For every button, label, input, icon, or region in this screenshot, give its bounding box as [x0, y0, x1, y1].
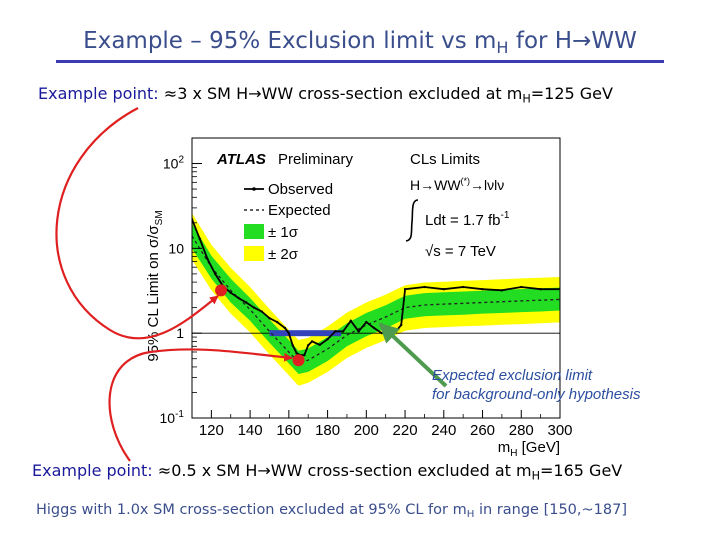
observed-point [276, 320, 279, 324]
legend-2sigma-label: ± 2σ [268, 246, 299, 263]
observed-point [334, 330, 337, 333]
example-point-2-text: ≈0.5 x SM H→WW cross-section excluded at… [152, 461, 532, 480]
observed-point [237, 296, 240, 300]
observed-point [423, 285, 426, 289]
y-axis-title: 95% CL Limit on σ/σSM [145, 210, 165, 361]
observed-point [268, 317, 271, 320]
legend-status: Preliminary [278, 151, 354, 168]
x-tick-label: 160 [276, 422, 301, 439]
title-tail: for H→WW [508, 28, 637, 54]
observed-point [399, 323, 403, 327]
slide-title: Example – 95% Exclusion limit vs mH for … [0, 28, 720, 57]
observed-point [403, 287, 407, 291]
observed-point [214, 272, 217, 276]
observed-point [341, 330, 345, 333]
observed-point [380, 331, 384, 335]
observed-point [310, 340, 314, 343]
x-tick-label: 180 [315, 422, 340, 439]
observed-point [260, 310, 263, 313]
example-point-2-sub: H [531, 469, 541, 483]
observed-point [326, 337, 329, 341]
info-method: CLs Limits [410, 151, 480, 168]
observed-point [396, 328, 399, 331]
observed-point [303, 354, 306, 357]
info-luminosity: Ldt = 1.7 fb-1 [425, 210, 510, 229]
example-point-1-tail: =125 GeV [530, 84, 613, 103]
info-energy: √s = 7 TeV [425, 243, 496, 260]
example-point-2: Example point: ≈0.5 x SM H→WW cross-sect… [32, 461, 623, 483]
y-tick-label: 102 [163, 155, 185, 172]
legend-observed-label: Observed [268, 181, 333, 198]
annotation-line-1: Expected exclusion limit [432, 367, 593, 384]
example-point-marker-2 [292, 354, 305, 367]
x-tick-label: 220 [393, 422, 418, 439]
footer-tail: in range [150,~187] [474, 502, 627, 518]
observed-point [461, 285, 465, 289]
example-point-2-label: Example point: [32, 461, 153, 480]
observed-point [287, 331, 291, 335]
x-tick-label: 280 [509, 422, 534, 439]
observed-point [318, 343, 322, 346]
x-tick-label: 240 [431, 422, 456, 439]
x-tick-label: 140 [238, 422, 263, 439]
legend-expected-label: Expected [268, 202, 331, 219]
y-tick-label: 10 [168, 240, 184, 256]
observed-point [442, 287, 445, 291]
example-point-1-sub: H [522, 92, 531, 106]
observed-point [291, 344, 294, 347]
observed-point [372, 326, 376, 330]
x-tick-label: 300 [547, 422, 572, 439]
observed-point [520, 285, 523, 289]
footer-sub: H [466, 509, 475, 521]
plot-frame [191, 137, 561, 419]
annotation-line-2: for background-only hypothesis [432, 386, 641, 403]
title-main: Example – 95% Exclusion limit vs m [83, 28, 497, 54]
footer-text: Higgs with 1.0x SM cross-section exclude… [36, 502, 467, 518]
observed-point [500, 289, 504, 292]
expected-limit-annotation: Expected exclusion limit for background-o… [432, 366, 640, 404]
callout-arrow-point-2 [108, 348, 293, 462]
x-axis-title: mH [GeV] [498, 439, 560, 459]
example-point-1-label: Example point: [38, 84, 159, 103]
observed-point [307, 344, 310, 347]
observed-point [349, 319, 353, 322]
plot-area [192, 213, 560, 386]
x-tick-label: 260 [470, 422, 495, 439]
y-tick-label: 1 [176, 325, 184, 341]
legend-2sigma-swatch [244, 246, 264, 261]
expected-limit-arrow [378, 322, 448, 388]
info-channel: H→WW(*)→lνlν [410, 176, 504, 193]
title-subscript: H [496, 37, 509, 57]
excluded-range-bar [269, 330, 342, 337]
example-point-1: Example point: ≈3 x SM H→WW cross-sectio… [38, 84, 613, 106]
example-point-1-text: ≈3 x SM H→WW cross-section excluded at m [158, 84, 523, 103]
x-tick-label: 200 [354, 422, 379, 439]
observed-point [481, 287, 484, 291]
integral-sign-icon [405, 199, 419, 242]
legend-experiment: ATLAS [216, 151, 266, 168]
x-tick-label: 120 [199, 422, 224, 439]
y-tick-label: 10-1 [160, 409, 185, 426]
observed-point [357, 330, 360, 333]
example-point-marker-1 [215, 284, 228, 297]
observed-point [198, 237, 201, 240]
observed-point [206, 257, 209, 261]
footer-summary: Higgs with 1.0x SM cross-section exclude… [36, 502, 627, 521]
expected-limit-line [192, 235, 560, 364]
observed-point [365, 320, 368, 324]
observed-point [245, 301, 248, 304]
observed-point [283, 326, 287, 330]
observed-point [252, 306, 256, 309]
title-underline [56, 60, 664, 63]
legend-1sigma-swatch [244, 224, 264, 239]
observed-point [295, 352, 298, 355]
legend-observed-marker [252, 187, 256, 191]
callout-arrow-point-1 [55, 107, 219, 340]
observed-point [229, 291, 232, 294]
example-point-2-tail: =165 GeV [540, 461, 623, 480]
legend-1sigma-label: ± 1σ [268, 224, 299, 241]
observed-point [539, 287, 542, 291]
one-sigma-band [192, 223, 560, 374]
